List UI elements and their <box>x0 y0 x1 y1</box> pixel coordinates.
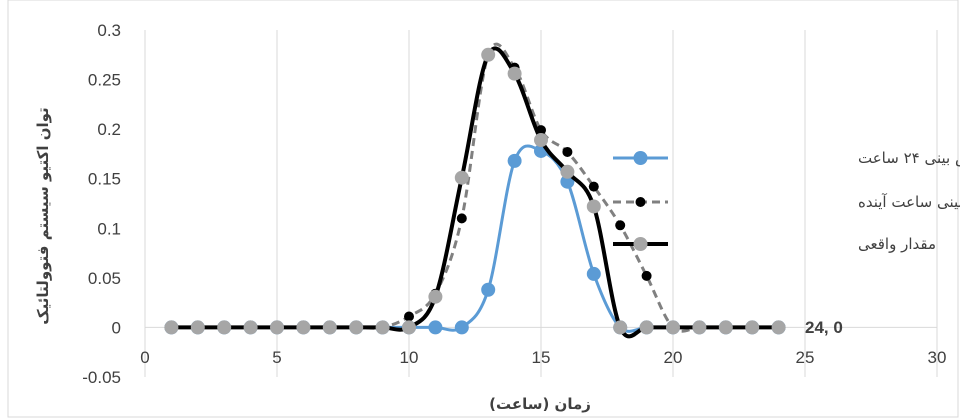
x-tick-label: 5 <box>272 348 281 367</box>
data-point <box>243 320 258 335</box>
data-point <box>613 320 628 335</box>
data-point <box>588 181 599 192</box>
legend-swatch-marker-2 <box>633 237 648 251</box>
y-tick-label: 0.05 <box>88 269 121 288</box>
y-tick-label: -0.05 <box>82 368 121 387</box>
data-point <box>404 311 414 322</box>
data-point <box>454 170 469 185</box>
data-point <box>639 320 654 335</box>
data-point <box>322 320 337 335</box>
data-point <box>615 220 626 231</box>
data-point <box>692 320 707 335</box>
data-point <box>481 282 496 297</box>
data-label-24-0: 24, 0 <box>805 318 843 337</box>
data-point <box>586 199 601 214</box>
y-tick-label: 0.3 <box>97 21 121 40</box>
data-point <box>481 47 496 62</box>
legend-label-2: مقدار واقعی <box>858 235 936 253</box>
legend: پیش بینی ۲۴ ساعت پیش بینی ساعت آینده مقدار… <box>613 149 960 253</box>
data-point <box>771 320 786 335</box>
data-point <box>456 213 467 224</box>
x-tick-label: 25 <box>796 348 815 367</box>
data-point <box>375 320 390 335</box>
data-point <box>402 320 416 335</box>
x-tick-label: 30 <box>928 348 947 367</box>
data-point <box>507 153 522 168</box>
legend-label-1: پیش بینی ساعت آینده <box>858 193 960 212</box>
y-tick-label: 0 <box>112 318 121 337</box>
y-tick-label: 0.2 <box>97 120 121 139</box>
y-tick-label: 0.25 <box>88 71 121 90</box>
grid <box>276 30 938 377</box>
series-2 <box>164 46 786 339</box>
data-point <box>507 66 522 81</box>
y-tick-label: 0.15 <box>88 170 121 189</box>
data-point <box>270 320 284 335</box>
x-tick-label: 20 <box>664 348 683 367</box>
data-point <box>586 266 601 281</box>
y-tick-label: 0.1 <box>97 219 121 238</box>
y-axis-title: توان اکتیو سیستم فتوولتائیک <box>34 107 52 324</box>
legend-swatch-marker-1 <box>635 197 646 207</box>
tick-labels: 0 5 10 15 20 25 30 -0.05 0 0.05 0.1 0.15 0.2 0.25 0.3 <box>82 21 946 387</box>
data-point <box>745 320 760 335</box>
x-tick-label: 15 <box>532 348 551 367</box>
legend-swatch-marker-0 <box>633 151 648 165</box>
data-point <box>164 320 179 335</box>
chart-border <box>7 0 959 418</box>
data-point <box>560 164 575 179</box>
data-point <box>296 320 311 335</box>
data-point <box>454 320 469 335</box>
x-tick-label: 10 <box>400 348 419 367</box>
data-point <box>428 320 443 335</box>
data-point <box>428 289 443 304</box>
legend-label-0: پیش بینی ۲۴ ساعت <box>858 149 960 168</box>
data-point <box>562 146 573 157</box>
data-point <box>718 320 733 335</box>
data-point <box>534 133 548 148</box>
data-point <box>217 320 232 335</box>
x-tick-label: 0 <box>140 348 149 367</box>
data-point <box>190 320 205 335</box>
data-point <box>349 320 364 335</box>
series <box>164 42 786 339</box>
data-point <box>641 270 652 281</box>
data-point <box>666 320 680 335</box>
x-axis-title: زمان (ساعت) <box>489 395 591 413</box>
